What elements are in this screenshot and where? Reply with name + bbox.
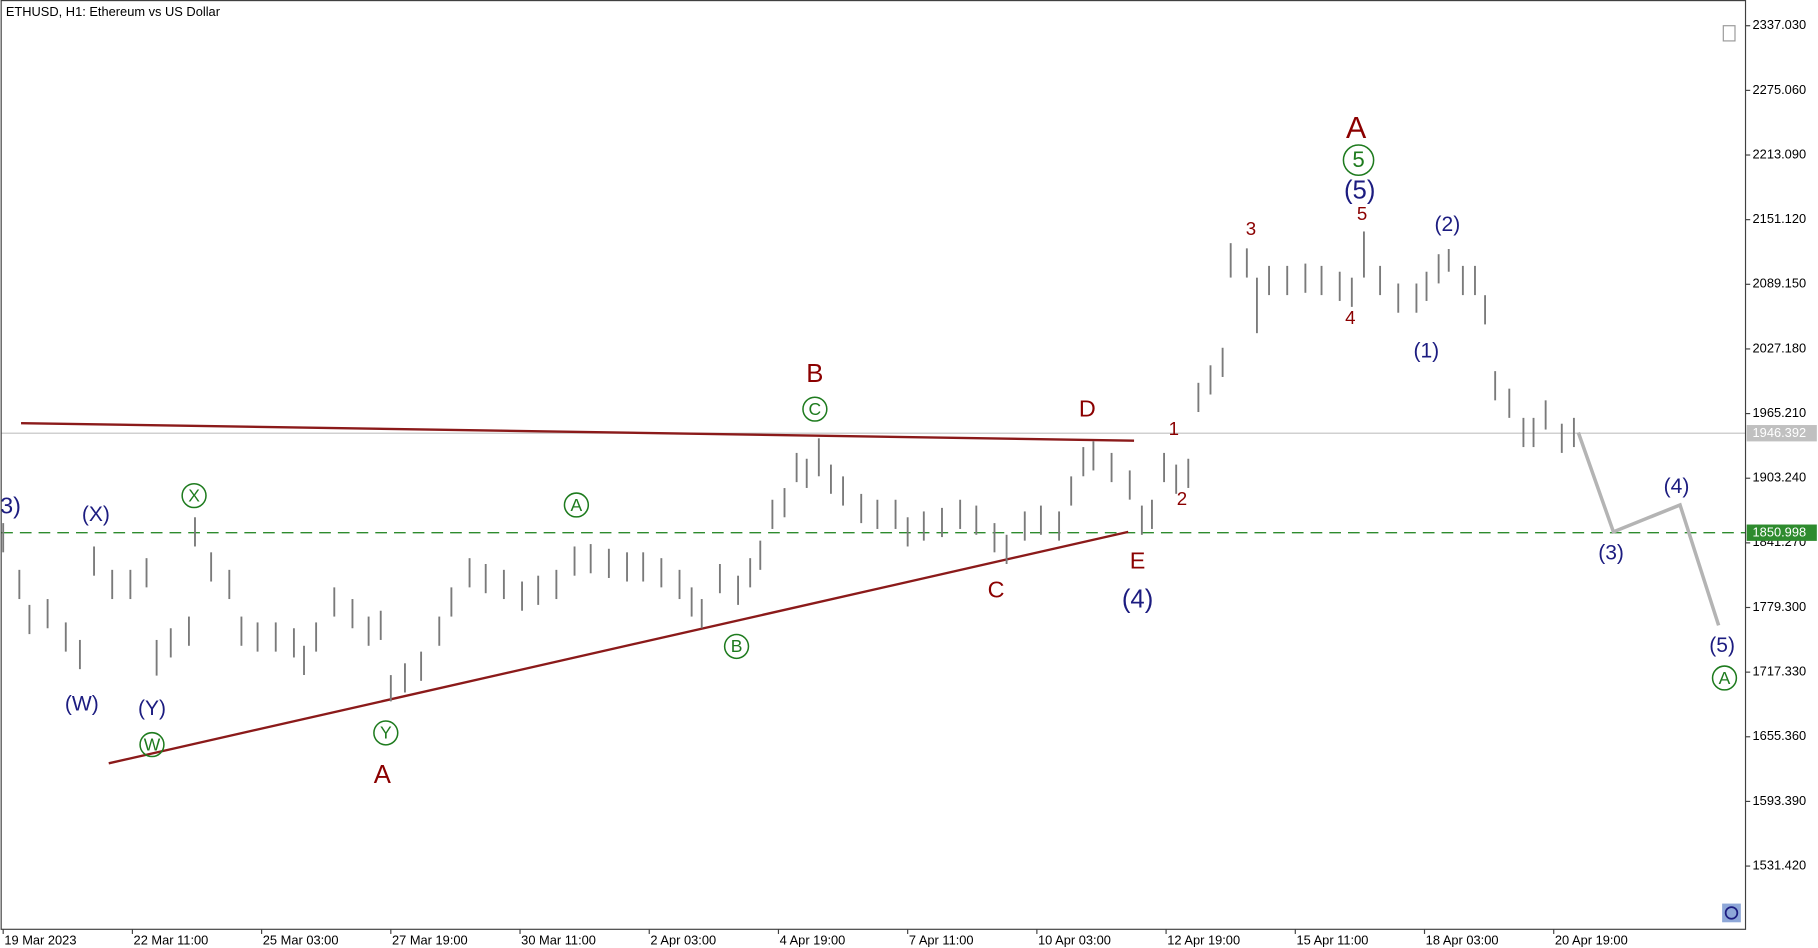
y-tick-label: 2275.060 [1753, 82, 1807, 97]
y-tick-label: 1655.360 [1753, 728, 1807, 743]
label-circle [802, 396, 828, 422]
y-tick-label: 2089.150 [1753, 276, 1807, 291]
wave-label: D [1079, 395, 1096, 421]
wave-label: A [571, 495, 583, 515]
y-tick-label: 2213.090 [1753, 146, 1807, 161]
wave-label: C [988, 577, 1005, 603]
price-tag [1746, 425, 1817, 442]
wave-label: A [1719, 668, 1731, 688]
x-tick-label: 27 Mar 19:00 [392, 932, 468, 947]
y-tick-label: 1779.300 [1753, 599, 1807, 614]
wave-label: 5 [1352, 147, 1364, 172]
y-tick-label: 1717.330 [1753, 664, 1807, 679]
toolbar-icon[interactable] [1722, 25, 1736, 42]
wave-label: X [188, 485, 200, 505]
x-tick-label: 30 Mar 11:00 [521, 932, 596, 947]
x-tick-label: 19 Mar 2023 [4, 932, 76, 947]
wave-label: (W) [65, 692, 99, 715]
axes: 2337.030 2275.060 2213.090 2151.120 2089.150… [2, 17, 1817, 947]
price-tag-label: 1850.998 [1753, 525, 1807, 540]
wave-label: (5) [1344, 177, 1375, 205]
corner-button-icon [1724, 906, 1739, 920]
y-tick-label: 2337.030 [1753, 17, 1807, 32]
y-tick-label: 1903.240 [1753, 470, 1807, 485]
y-tick-label: 1965.210 [1753, 405, 1807, 420]
wave-label: (5) [1709, 634, 1735, 657]
label-circle [1342, 144, 1375, 177]
wave-label: W [144, 734, 161, 754]
x-tick-label: 7 Apr 11:00 [909, 932, 974, 947]
label-circle [723, 633, 750, 660]
wave-label: C [809, 399, 822, 419]
support-trendline [108, 530, 1129, 765]
label-circle [373, 720, 399, 746]
label-circle [563, 492, 590, 518]
x-tick-label: 20 Apr 19:00 [1555, 932, 1628, 947]
x-tick-label: 12 Apr 19:00 [1167, 932, 1240, 947]
wave-label: A [374, 761, 392, 789]
label-circle [139, 731, 165, 758]
wave-label: (X) [82, 503, 110, 526]
resistance-trendline [21, 421, 1135, 442]
wave-label: 3) [0, 492, 21, 518]
projection-path [1576, 431, 1721, 626]
wave-label: A [1346, 111, 1367, 145]
wave-label: 1 [1169, 418, 1179, 439]
label-circle [181, 482, 207, 509]
x-tick-label: 10 Apr 03:00 [1038, 932, 1111, 947]
x-tick-label: 4 Apr 19:00 [780, 932, 846, 947]
wave-label: 3 [1246, 218, 1256, 239]
x-tick-label: 25 Mar 03:00 [263, 932, 339, 947]
y-tick-label: 1531.420 [1753, 857, 1807, 872]
wave-label: (3) [1598, 542, 1624, 565]
wave-labels: 3) (X)(W) (Y)WXYAABCBDCE(4)12345(5)5A(2)(1… [0, 111, 1738, 789]
price-bars [2, 231, 1575, 702]
wave-label: 5 [1357, 203, 1367, 224]
y-tick-label: 2151.120 [1753, 211, 1807, 226]
price-tag-label: 1946.392 [1753, 425, 1807, 440]
price-tag [1746, 524, 1817, 541]
price-lines [1, 432, 1746, 534]
wave-label: (4) [1122, 586, 1153, 614]
label-circle [1711, 665, 1738, 691]
x-tick-label: 15 Apr 11:00 [1296, 932, 1368, 947]
wave-label: B [731, 636, 743, 656]
wave-label: (4) [1664, 475, 1690, 498]
x-tick-label: 2 Apr 03:00 [650, 932, 716, 947]
wave-label: Y [380, 723, 392, 743]
wave-label: 4 [1345, 307, 1355, 328]
wave-label: (2) [1435, 213, 1461, 236]
y-tick-label: 2027.180 [1753, 340, 1807, 355]
chart-title: ETHUSD, H1: Ethereum vs US Dollar [6, 4, 221, 19]
x-tick-label: 22 Mar 11:00 [134, 932, 209, 947]
wave-label: 2 [1177, 488, 1187, 509]
wave-label: (Y) [138, 697, 166, 720]
wave-label: E [1130, 547, 1146, 573]
wave-label: (1) [1413, 339, 1439, 362]
y-tick-label: 1593.390 [1753, 793, 1807, 808]
plot-frame [0, 0, 1747, 930]
wave-label: B [806, 360, 823, 388]
x-tick-label: 18 Apr 03:00 [1426, 932, 1499, 947]
